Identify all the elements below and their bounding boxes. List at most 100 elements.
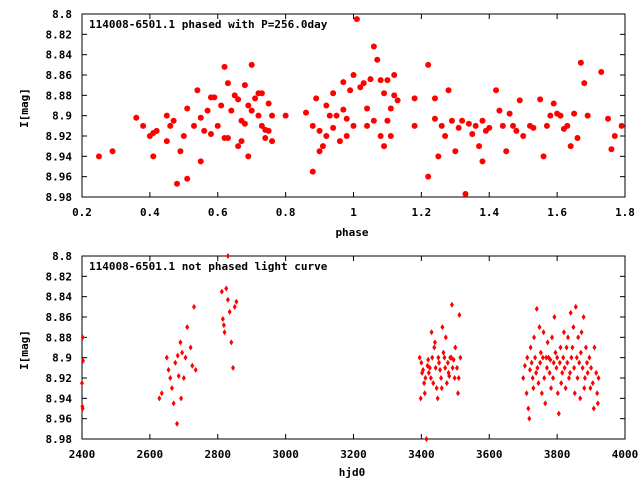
data-point xyxy=(439,375,444,381)
data-point xyxy=(549,385,554,392)
data-point xyxy=(594,369,599,376)
data-point xyxy=(425,61,432,68)
data-point xyxy=(150,153,157,160)
y-tick-label: 8.94 xyxy=(46,392,73,405)
data-point xyxy=(423,375,428,381)
data-point xyxy=(531,385,536,392)
data-point xyxy=(326,112,333,119)
data-point xyxy=(562,364,567,371)
data-point xyxy=(340,106,347,113)
y-tick-label: 8.86 xyxy=(46,311,73,324)
data-point xyxy=(417,354,422,361)
data-point xyxy=(229,339,234,346)
data-point xyxy=(171,400,176,407)
data-point xyxy=(544,354,549,361)
data-point xyxy=(451,356,456,363)
axis-ticks xyxy=(81,13,626,198)
data-point xyxy=(513,127,520,134)
data-point xyxy=(81,357,86,364)
data-points xyxy=(80,253,601,442)
data-point xyxy=(516,97,523,104)
data-point xyxy=(370,117,377,124)
data-point xyxy=(526,405,531,412)
data-point xyxy=(282,112,289,119)
data-point xyxy=(188,344,193,351)
data-point xyxy=(574,135,581,142)
data-point xyxy=(479,158,486,165)
data-point xyxy=(584,112,591,119)
data-point xyxy=(456,390,461,397)
y-tick-label: 8.82 xyxy=(46,28,73,41)
x-tick-label: 0.6 xyxy=(208,206,228,219)
data-point xyxy=(443,364,448,371)
data-point xyxy=(166,366,171,373)
data-point xyxy=(426,356,431,363)
data-point xyxy=(590,380,595,387)
data-point xyxy=(224,80,231,87)
data-point xyxy=(439,385,444,392)
data-point xyxy=(584,359,589,366)
data-point xyxy=(577,359,582,366)
data-point xyxy=(571,110,578,117)
data-point xyxy=(343,115,350,122)
data-point xyxy=(364,105,371,112)
data-point xyxy=(524,390,529,397)
data-point xyxy=(542,375,547,381)
data-point xyxy=(370,43,377,50)
data-point xyxy=(462,190,469,197)
data-point xyxy=(455,124,462,131)
data-point xyxy=(503,148,510,155)
y-tick-label: 8.88 xyxy=(46,331,73,344)
data-point xyxy=(175,352,180,359)
x-tick-labels: 2400 2600 2800 3000 3200 3400 3600 3800 4000 xyxy=(69,448,639,461)
data-point xyxy=(163,138,170,145)
x-tick-label: 1.8 xyxy=(615,206,635,219)
data-point xyxy=(241,82,248,89)
data-point xyxy=(201,127,208,134)
data-point xyxy=(180,133,187,139)
data-point xyxy=(330,90,337,97)
y-tick-label: 8.96 xyxy=(46,413,73,426)
data-point xyxy=(374,56,381,63)
data-point xyxy=(557,359,562,366)
data-point xyxy=(442,133,449,139)
data-point xyxy=(578,349,583,356)
data-point xyxy=(411,122,418,129)
data-point xyxy=(190,362,195,369)
data-point xyxy=(173,359,178,366)
data-point xyxy=(543,400,548,407)
data-point xyxy=(568,309,573,316)
data-point xyxy=(435,153,442,160)
data-point xyxy=(592,344,597,351)
y-tick-label: 8.98 xyxy=(46,191,73,204)
x-axis-label: hjd0 xyxy=(339,466,366,479)
data-point xyxy=(185,324,190,331)
data-point xyxy=(224,285,229,292)
data-point xyxy=(231,92,238,99)
data-point xyxy=(163,112,170,119)
data-point xyxy=(225,296,230,303)
data-point xyxy=(438,122,445,129)
data-point xyxy=(565,334,570,341)
data-point xyxy=(551,375,556,381)
data-point xyxy=(437,359,442,366)
data-point xyxy=(538,349,543,356)
data-point xyxy=(555,390,560,397)
data-point xyxy=(544,364,549,371)
data-point xyxy=(252,95,259,102)
x-tick-label: 3800 xyxy=(544,448,571,461)
data-point xyxy=(428,375,433,381)
data-point xyxy=(323,102,330,109)
data-point xyxy=(430,354,435,361)
data-point xyxy=(576,334,581,341)
data-point xyxy=(527,415,532,422)
data-point xyxy=(181,375,186,381)
data-point xyxy=(140,122,147,129)
data-point xyxy=(573,303,578,310)
y-tick-label: 8.94 xyxy=(46,150,73,163)
y-tick-label: 8.88 xyxy=(46,89,73,102)
data-point xyxy=(426,369,431,376)
data-point xyxy=(449,301,454,308)
plot-frame xyxy=(81,13,626,198)
x-tick-label: 1.4 xyxy=(479,206,499,219)
